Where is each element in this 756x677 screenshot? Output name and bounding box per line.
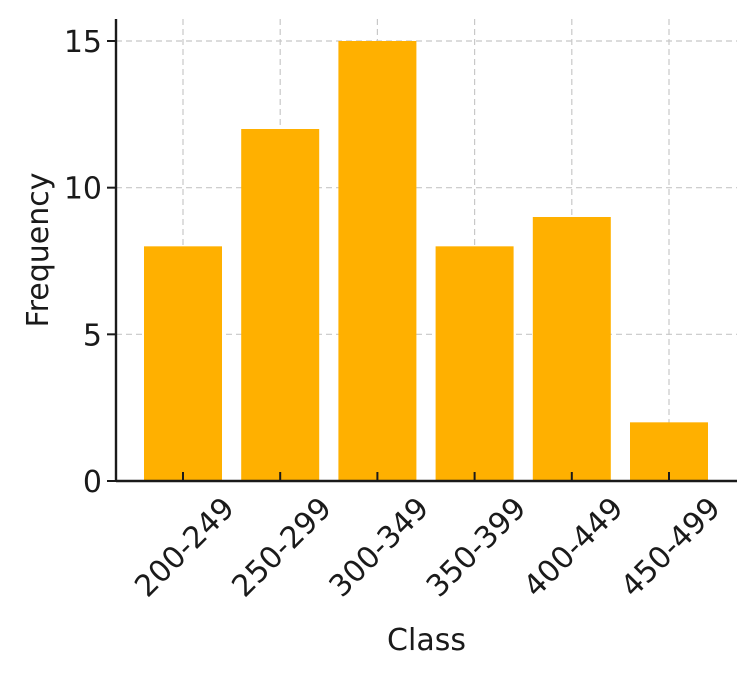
x-tick-label: 300-349 [323, 491, 436, 604]
x-axis-title: Class [387, 623, 466, 658]
y-tick-label: 5 [83, 318, 102, 353]
bar [532, 217, 611, 481]
y-tick-label: 10 [64, 172, 102, 207]
x-tick-label: 200-249 [128, 491, 241, 604]
bar [630, 422, 708, 481]
y-tick-label: 15 [64, 25, 102, 60]
axes [114, 19, 737, 483]
x-ticks: 200-249250-299300-349350-399400-449450-4… [128, 472, 728, 604]
bars [144, 41, 708, 481]
x-tick-label: 250-299 [225, 491, 338, 604]
bar [338, 41, 417, 481]
x-tick-label: 400-449 [517, 491, 630, 604]
y-ticks: 0 5 10 15 [64, 25, 116, 500]
bar [435, 246, 514, 481]
x-tick-label: 450-499 [614, 491, 727, 604]
y-axis-title: Frequency [21, 173, 56, 328]
y-tick-label: 0 [83, 465, 102, 500]
bar [144, 246, 222, 481]
bar [241, 129, 320, 481]
x-tick-label: 350-399 [420, 491, 533, 604]
